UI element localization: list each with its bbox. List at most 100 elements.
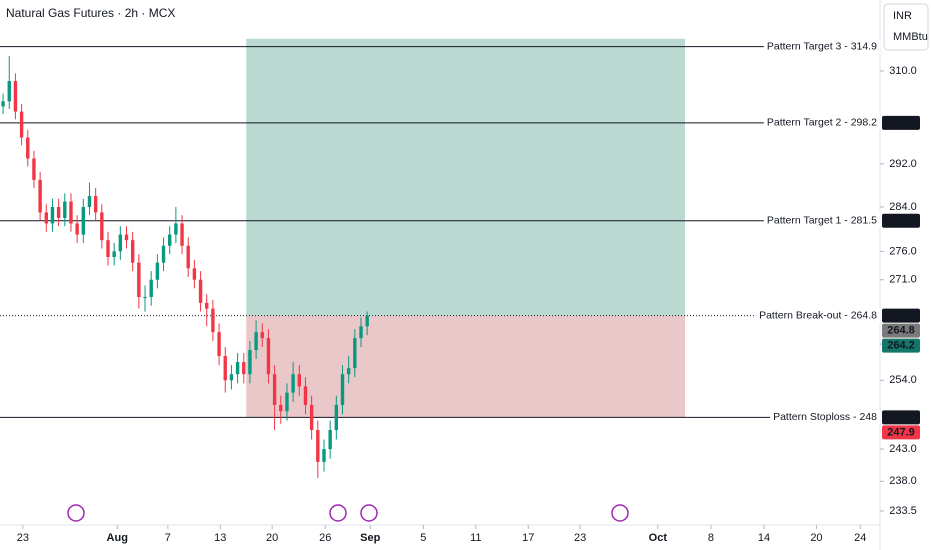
event-icon[interactable] — [360, 504, 378, 522]
candle-body — [229, 374, 234, 381]
candle-body — [7, 81, 11, 102]
candle-body — [118, 234, 123, 252]
x-tick-label: 23 — [17, 532, 29, 544]
y-tick-label: 310.0 — [889, 65, 917, 77]
price-label-box — [882, 323, 920, 338]
price-label-box — [882, 338, 920, 353]
level-label-bg — [756, 308, 881, 323]
candle-body — [260, 332, 264, 339]
candle-body — [248, 350, 252, 375]
y-tick-label: 292.0 — [889, 158, 917, 170]
level-label: Pattern Target 2 - 298.2 — [767, 117, 877, 129]
candle-body — [328, 430, 332, 450]
candle-body — [359, 326, 363, 339]
candle-body — [168, 234, 172, 246]
candle-body — [13, 81, 18, 112]
x-tick-label: 26 — [319, 532, 331, 544]
candle-body — [50, 206, 55, 224]
x-tick-label: Oct — [649, 532, 668, 544]
candle-body — [149, 279, 153, 298]
candle-body — [81, 206, 86, 235]
candle-body — [334, 404, 339, 431]
candle-body — [297, 374, 301, 387]
price-label: 247.9 — [887, 426, 915, 438]
y-tick-label: 276.0 — [889, 245, 917, 257]
candle-body — [63, 201, 67, 218]
price-label: 264.8 — [887, 325, 915, 337]
candle-body — [44, 212, 48, 224]
x-tick-label: 20 — [810, 532, 822, 544]
x-tick-label: Aug — [107, 532, 128, 544]
x-tick-label: 24 — [854, 532, 866, 544]
x-tick-label: Sep — [360, 532, 380, 544]
candle-body — [303, 386, 308, 405]
price-label: 248.0 — [887, 411, 915, 423]
x-tick-label: 11 — [470, 532, 481, 544]
candle-body — [316, 430, 320, 462]
candle-body — [235, 362, 240, 375]
candle-body — [32, 158, 36, 180]
candle-body — [192, 268, 197, 280]
candle-body — [205, 302, 209, 309]
candle-body — [130, 240, 135, 263]
level-label-bg — [770, 410, 881, 425]
price-label-box — [882, 213, 920, 228]
level-label: Pattern Break-out - 264.8 — [759, 309, 877, 321]
event-icons — [67, 504, 629, 522]
candle-body — [285, 392, 289, 412]
candle-body — [100, 212, 104, 241]
candle-body — [155, 262, 160, 280]
candle-body — [75, 223, 79, 235]
candle-body — [69, 201, 73, 224]
candle-body — [272, 374, 277, 405]
event-icon[interactable] — [67, 504, 85, 522]
level-label-bg — [763, 39, 881, 54]
candle-body — [1, 101, 5, 107]
candle-body — [242, 362, 246, 375]
price-label-box — [882, 115, 920, 130]
currency: INR — [893, 10, 912, 22]
x-tick-label: 8 — [708, 532, 714, 544]
price-label: 264.8 — [887, 310, 915, 322]
candle-body — [340, 374, 345, 405]
price-label: 264.2 — [887, 340, 915, 352]
unit-box[interactable] — [883, 3, 929, 51]
level-label: Pattern Stoploss - 248 — [773, 411, 877, 423]
price-label-box — [882, 308, 920, 323]
x-tick-label: 13 — [214, 532, 226, 544]
candle-body — [38, 179, 42, 213]
candle-body — [198, 279, 203, 303]
candle-body — [254, 332, 258, 351]
candle-body — [266, 338, 271, 375]
y-tick-label: 238.0 — [889, 475, 917, 487]
candle-body — [186, 245, 190, 269]
y-tick-label: 243.0 — [889, 443, 917, 455]
candle-body — [106, 240, 110, 257]
stop-zone — [246, 315, 685, 418]
candle-body — [143, 297, 147, 299]
event-icon[interactable] — [329, 504, 347, 522]
candle-body — [93, 196, 98, 213]
x-tick-label: 5 — [420, 532, 426, 544]
level-label-bg — [763, 115, 881, 130]
y-tick-label: 233.5 — [889, 505, 917, 517]
candle-body — [309, 404, 314, 431]
event-icon[interactable] — [611, 504, 629, 522]
candle-body — [353, 338, 357, 369]
unit: MMBtu — [893, 31, 928, 43]
x-tick-label: 14 — [758, 532, 770, 544]
candle-body — [217, 332, 221, 357]
chart-title: Natural Gas Futures · 2h · MCX — [6, 6, 175, 20]
candle-body — [137, 262, 141, 298]
candle-body — [56, 206, 61, 218]
candle-body — [346, 368, 351, 375]
level-label-bg — [763, 213, 881, 228]
y-tick-label: 254.0 — [889, 374, 917, 386]
candle-body — [124, 234, 129, 241]
candle-body — [223, 356, 227, 381]
level-label: Pattern Target 3 - 314.9 — [767, 40, 877, 52]
candle-body — [174, 223, 178, 235]
candle-body — [279, 404, 283, 412]
